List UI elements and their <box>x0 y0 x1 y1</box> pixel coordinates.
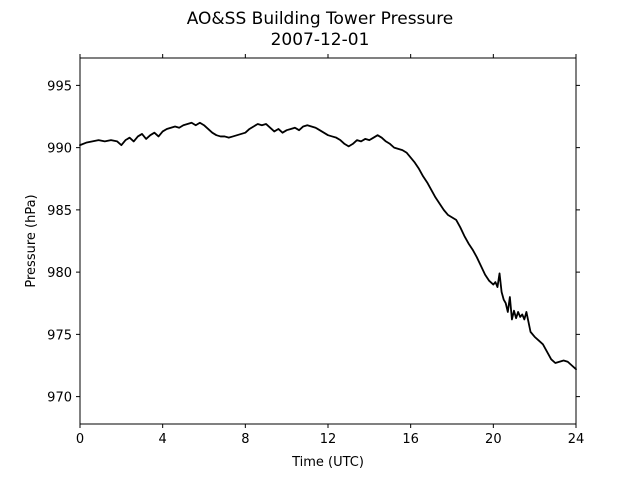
x-axis-label: Time (UTC) <box>291 455 364 470</box>
chart-subtitle: 2007-12-01 <box>271 30 370 50</box>
y-tick-label: 970 <box>47 391 72 406</box>
x-tick-label: 0 <box>76 432 84 447</box>
y-tick-label: 975 <box>47 328 72 343</box>
y-tick-label: 980 <box>47 266 72 281</box>
y-tick-label: 995 <box>47 79 72 94</box>
y-tick-label: 985 <box>47 204 72 219</box>
x-tick-label: 24 <box>568 432 585 447</box>
x-tick-label: 16 <box>402 432 419 447</box>
chart-title: AO&SS Building Tower Pressure <box>187 9 454 29</box>
plot-area: 0 4 8 12 16 20 24 970 975 980 985 990 995 <box>47 54 584 447</box>
y-axis-ticks: 970 975 980 985 990 995 <box>47 79 580 406</box>
y-axis-label: Pressure (hPa) <box>24 194 39 287</box>
pressure-series-line <box>79 121 577 371</box>
x-tick-label: 8 <box>241 432 249 447</box>
x-tick-label: 20 <box>485 432 502 447</box>
plot-frame <box>79 57 577 425</box>
x-tick-label: 12 <box>320 432 337 447</box>
x-axis-ticks: 0 4 8 12 16 20 24 <box>76 54 584 447</box>
y-tick-label: 990 <box>47 142 72 157</box>
x-tick-label: 4 <box>159 432 167 447</box>
